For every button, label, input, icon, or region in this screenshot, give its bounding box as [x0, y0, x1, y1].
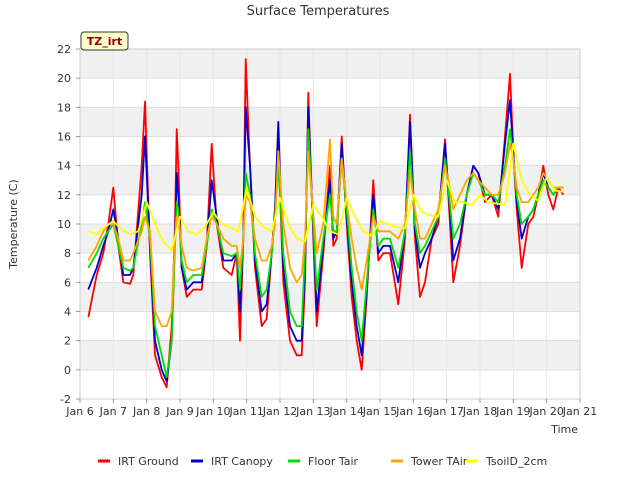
x-tick-label: Jan 15: [362, 405, 397, 418]
y-tick-label: 12: [57, 189, 71, 202]
x-tick-label: Jan 16: [395, 405, 430, 418]
legend-label: Floor Tair: [308, 455, 359, 468]
legend-label: TsoilD_2cm: [485, 455, 547, 468]
legend-label: IRT Canopy: [211, 455, 273, 468]
x-tick-label: Jan 10: [195, 405, 230, 418]
x-tick-label: Jan 7: [99, 405, 127, 418]
y-tick-label: -2: [60, 393, 71, 406]
legend: IRT Ground IRT Canopy Floor Tair Tower TAir…: [98, 455, 547, 468]
x-tick-label: Jan 8: [132, 405, 160, 418]
series-line-floor-tair: [87, 128, 564, 379]
y-tick-label: 10: [57, 218, 71, 231]
x-tick-label: Jan 19: [495, 405, 530, 418]
site-tag-label: TZ_irt: [87, 35, 122, 48]
site-tag-box: [80, 31, 129, 51]
legend-label: Tower TAir: [410, 455, 468, 468]
x-tick-label: Jan 13: [295, 405, 330, 418]
grid-band: [80, 224, 580, 254]
y-tick-label: 20: [57, 72, 71, 85]
x-tick-label: Jan 20: [528, 405, 563, 418]
x-tick-label: Jan 9: [165, 405, 193, 418]
legend-item-irt-canopy: IRT Canopy: [191, 455, 273, 468]
x-tick-label: Jan 11: [228, 405, 263, 418]
x-tick-label: Jan 18: [462, 405, 497, 418]
grid-band: [80, 107, 580, 137]
legend-item-tower-tair: Tower TAir: [391, 455, 468, 468]
series-line-tsoild-2cm: [88, 142, 564, 252]
legend-label: IRT Ground: [118, 455, 179, 468]
x-tick-label: Jan 12: [262, 405, 297, 418]
y-axis-ticks: -2 0 2 4 6 8 10 12 14 16 18 20 22: [57, 43, 80, 406]
x-tick-label: Jan 21: [562, 405, 597, 418]
x-tick-label: Jan 14: [328, 405, 363, 418]
y-axis-label: Temperature (C): [7, 179, 20, 269]
series-lines: [87, 58, 565, 389]
y-tick-label: 6: [64, 276, 71, 289]
y-tick-label: 8: [64, 247, 71, 260]
legend-item-floor-tair: Floor Tair: [288, 455, 359, 468]
y-tick-label: 22: [57, 43, 71, 56]
x-tick-label: Jan 6: [65, 405, 93, 418]
y-tick-label: 2: [64, 335, 71, 348]
series-line-tower-tair: [87, 138, 564, 328]
legend-item-irt-ground: IRT Ground: [98, 455, 179, 468]
legend-item-tsoild-2cm: TsoilD_2cm: [466, 455, 547, 468]
site-tag-badge: TZ_irt: [80, 31, 129, 51]
x-tick-label: Jan 17: [428, 405, 463, 418]
y-tick-label: 0: [64, 364, 71, 377]
x-axis-label: Time: [550, 423, 578, 436]
grid-band: [80, 282, 580, 312]
y-tick-label: 18: [57, 101, 71, 114]
y-tick-label: 16: [57, 131, 71, 144]
chart-title: Surface Temperatures: [247, 4, 390, 19]
grid-band: [80, 49, 580, 79]
y-tick-label: 4: [64, 306, 71, 319]
y-tick-label: 14: [57, 160, 71, 173]
